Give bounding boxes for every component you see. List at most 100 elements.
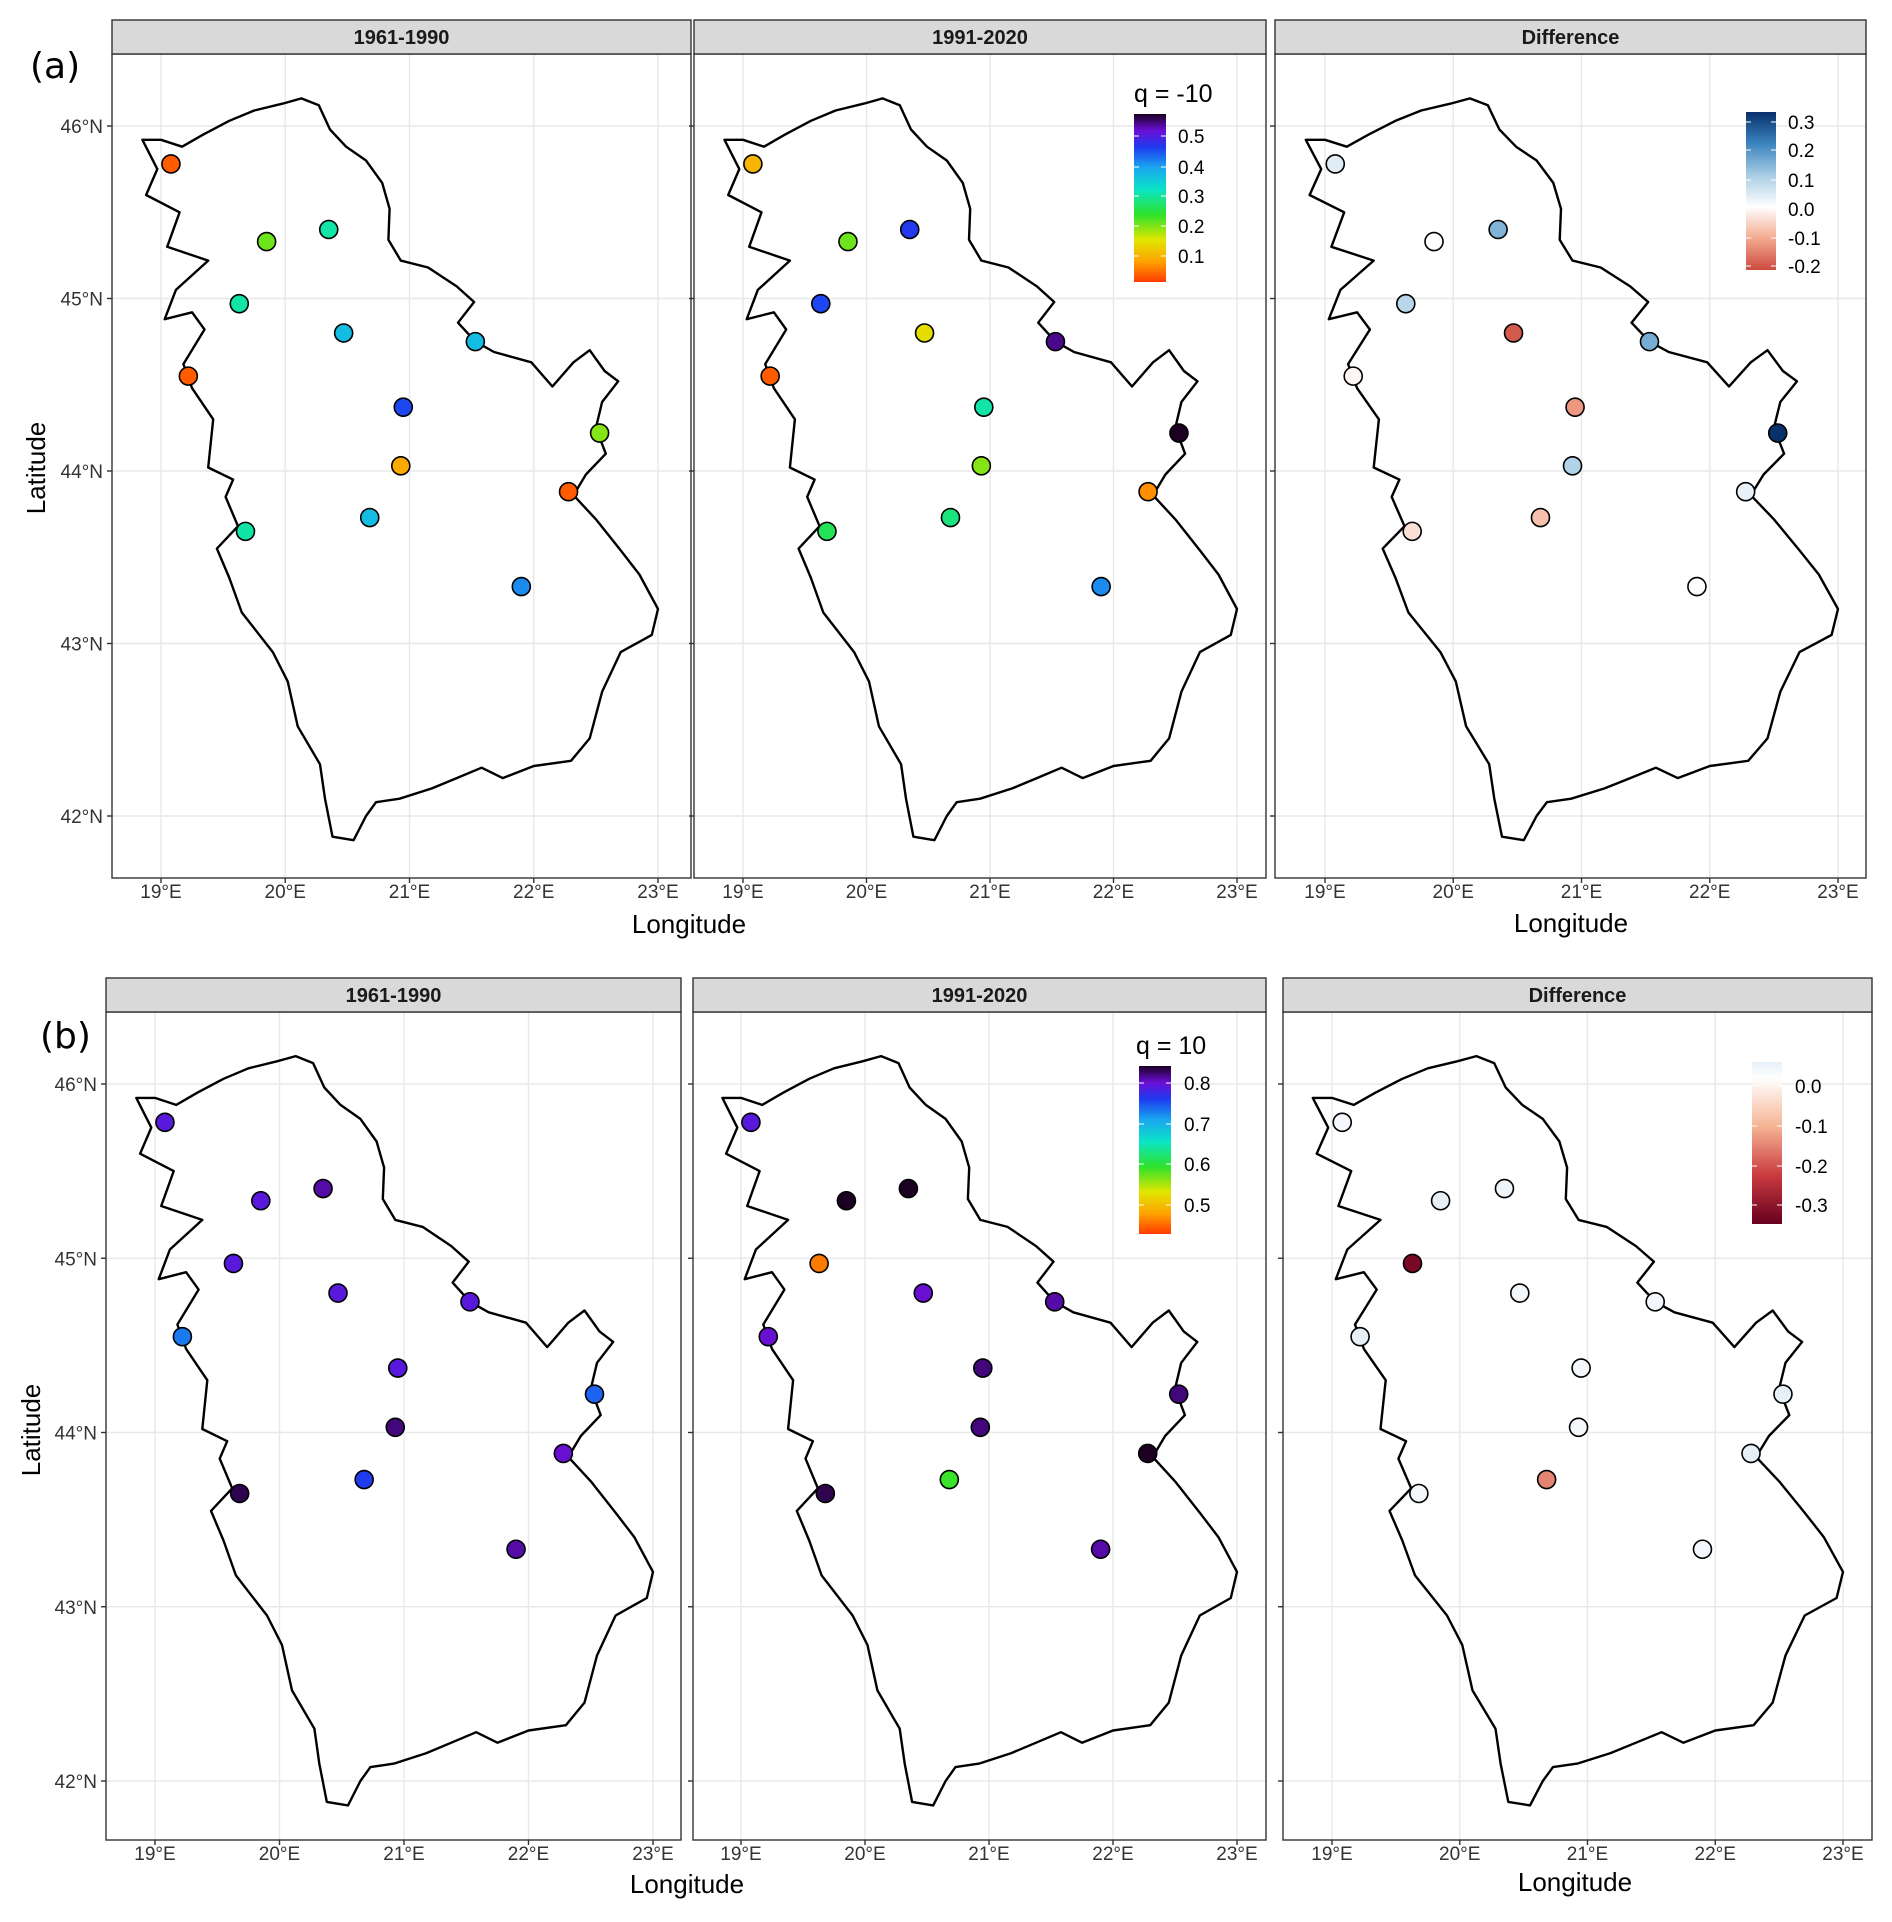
station-points xyxy=(161,154,610,597)
station-point xyxy=(1767,423,1788,443)
y-tick-label: 42°N xyxy=(61,807,103,828)
xlabel-b-1: Longitude xyxy=(630,1869,744,1899)
station-point xyxy=(1169,423,1189,443)
station-point xyxy=(1168,1384,1189,1404)
station-point xyxy=(333,323,354,343)
ylabel-row-b: Latitude xyxy=(16,1384,46,1477)
panel-title: Difference xyxy=(1522,27,1620,49)
x-tick-label: 21°E xyxy=(968,1844,1009,1865)
station-point xyxy=(1568,1417,1589,1438)
station-point xyxy=(1645,1292,1666,1312)
station-point xyxy=(558,481,579,502)
station-point xyxy=(1325,154,1346,174)
station-point xyxy=(939,1469,960,1490)
x-axis-ticks: 19°E 20°E 21°E 22°E 23°E xyxy=(722,878,1258,903)
panel-title: 1991-2020 xyxy=(932,985,1028,1007)
x-tick-label: 23°E xyxy=(1822,1844,1863,1865)
station-point xyxy=(1402,1253,1423,1274)
x-tick-label: 21°E xyxy=(383,1844,424,1865)
country-border xyxy=(1304,97,1840,842)
station-point xyxy=(313,1178,333,1199)
station-point xyxy=(511,576,532,597)
x-tick-label: 22°E xyxy=(1689,882,1730,903)
station-point xyxy=(391,456,411,476)
station-point xyxy=(1571,1358,1591,1378)
colorbar-tick-label: 0.0 xyxy=(1788,200,1814,221)
x-tick-label: 22°E xyxy=(513,882,554,903)
panel-a-2: 1991-2020 19°E 20°E 21°E 22°E 23°E q = -10 0.5 0… xyxy=(689,19,1267,903)
y-tick-label: 43°N xyxy=(55,1598,97,1619)
xlabel-b-3: Longitude xyxy=(1518,1867,1632,1897)
colorbar-tick-label: 0.3 xyxy=(1788,113,1814,134)
country-border xyxy=(135,1054,655,1807)
station-point xyxy=(256,231,277,252)
country-border xyxy=(721,1054,1239,1807)
station-point xyxy=(328,1283,348,1303)
station-point xyxy=(385,1417,406,1438)
x-tick-label: 22°E xyxy=(508,1844,549,1865)
x-tick-label: 21°E xyxy=(1561,882,1602,903)
x-axis-ticks: 19°E 20°E 21°E 22°E 23°E xyxy=(1304,878,1859,903)
colorbar-tick-label: 0.1 xyxy=(1788,171,1814,192)
y-tick-label: 45°N xyxy=(61,290,103,311)
panel-b-2: 1991-2020 19°E 20°E 21°E 22°E 23°E q = 10 0.8 0.… xyxy=(688,977,1267,1865)
station-point xyxy=(1409,1483,1429,1504)
station-point xyxy=(815,1483,836,1504)
station-point xyxy=(809,1253,829,1274)
x-axis-ticks: 19°E 20°E 21°E 22°E 23°E xyxy=(134,1840,674,1865)
x-tick-label: 21°E xyxy=(1567,1844,1608,1865)
x-tick-label: 23°E xyxy=(632,1844,673,1865)
station-point xyxy=(1395,293,1416,314)
y-axis-ticks xyxy=(688,1083,693,1782)
x-tick-label: 22°E xyxy=(1695,1844,1736,1865)
x-tick-label: 19°E xyxy=(1304,882,1345,903)
legend-title: q = 10 xyxy=(1136,1032,1206,1060)
x-tick-label: 23°E xyxy=(1216,1844,1257,1865)
station-point xyxy=(1343,366,1364,386)
station-point xyxy=(972,1358,993,1378)
station-point xyxy=(161,154,181,174)
y-tick-label: 42°N xyxy=(55,1772,97,1793)
y-tick-label: 43°N xyxy=(61,635,103,656)
station-point xyxy=(1692,1539,1713,1560)
station-point xyxy=(1424,231,1444,252)
station-point xyxy=(974,397,994,417)
station-point xyxy=(1090,1539,1111,1560)
colorbar xyxy=(1746,112,1776,270)
colorbar xyxy=(1139,1066,1171,1234)
station-point xyxy=(913,1283,934,1303)
station-point xyxy=(1137,1443,1158,1464)
colorbar-tick-label: 0.4 xyxy=(1178,158,1205,179)
colorbar-tick-label: 0.5 xyxy=(1178,127,1204,148)
x-tick-label: 19°E xyxy=(140,882,181,903)
station-point xyxy=(1562,456,1583,476)
colorbar xyxy=(1134,114,1166,282)
station-point xyxy=(811,293,831,314)
station-point xyxy=(1045,331,1066,352)
panel-title: 1961-1990 xyxy=(354,27,450,49)
station-point xyxy=(393,397,414,417)
panel-b-1: 1961-1990 19°E 20°E 21°E 22°E 23°E 46°N 45°N 44°… xyxy=(55,977,682,1865)
station-point xyxy=(235,521,256,542)
ylabel-row-a: Latitude xyxy=(21,422,51,515)
colorbar-legend: 0.3 0.2 0.1 0.0 -0.1 -0.2 xyxy=(1746,112,1821,278)
station-point xyxy=(898,1178,919,1199)
station-point xyxy=(1639,331,1660,352)
panel-strip xyxy=(693,19,1267,55)
station-point xyxy=(1138,481,1158,502)
station-point xyxy=(251,1190,271,1211)
station-point xyxy=(971,456,992,476)
station-point xyxy=(758,1326,779,1347)
colorbar-tick-label: -0.3 xyxy=(1795,1196,1828,1217)
xlabel-a-1: Longitude xyxy=(632,909,746,939)
row-label-b: (b) xyxy=(40,1016,91,1057)
station-point xyxy=(465,331,486,352)
station-points xyxy=(741,1112,1189,1560)
panel-strip xyxy=(1274,19,1867,55)
x-tick-label: 23°E xyxy=(1216,882,1257,903)
x-axis-ticks: 19°E 20°E 21°E 22°E 23°E xyxy=(1311,1840,1864,1865)
station-point xyxy=(1091,576,1111,597)
panel-b-3: Difference 19°E 20°E 21°E 22°E 23°E 0.0 -0.1 -0.… xyxy=(1278,977,1873,1865)
